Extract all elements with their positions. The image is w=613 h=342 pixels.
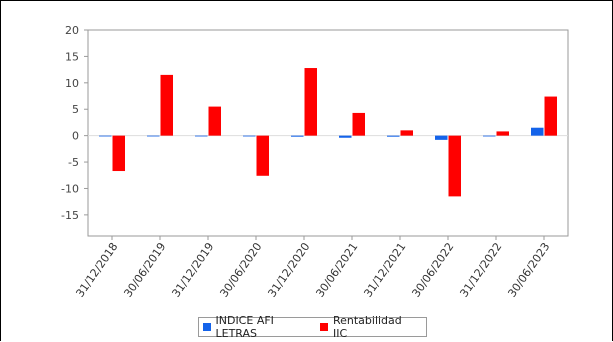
x-tick-label: 30/06/2023 [505,240,552,299]
legend-item-series-0: INDICE AFI LETRAS [203,314,312,340]
x-tick-label: 30/06/2019 [121,240,168,299]
bar-rentabilidad-5 [353,113,366,136]
legend-swatch-series-0 [203,323,211,331]
y-tick-label: 0 [72,130,79,143]
legend-label-series-0: INDICE AFI LETRAS [216,314,313,340]
x-tick-label: 30/06/2020 [217,240,264,299]
x-tick-label: 31/12/2018 [73,240,120,299]
bar-indice-5 [339,136,352,138]
x-tick-label: 31/12/2020 [265,240,312,299]
bar-indice-4 [291,136,304,137]
x-tick-label: 30/06/2021 [313,240,360,299]
plot-border [88,30,568,236]
bar-rentabilidad-8 [497,131,510,135]
y-tick-label: -10 [61,182,79,195]
y-tick-label: 5 [72,103,79,116]
legend-label-series-1: Rentabilidad IIC [333,314,414,340]
y-tick-label: 15 [65,50,79,63]
legend-swatch-series-1 [320,323,328,331]
bars [99,68,557,196]
legend-item-series-1: Rentabilidad IIC [320,314,414,340]
x-tick-label: 31/12/2021 [361,240,408,299]
bar-rentabilidad-4 [305,68,318,136]
bar-rentabilidad-1 [161,75,174,136]
bar-indice-2 [195,136,208,137]
bar-rentabilidad-2 [209,107,222,136]
x-tick-label: 31/12/2019 [169,240,216,299]
bar-rentabilidad-7 [449,136,462,197]
x-tick-label: 30/06/2022 [409,240,456,299]
y-tick-label: -5 [68,156,79,169]
legend: INDICE AFI LETRAS Rentabilidad IIC [198,317,427,337]
x-tick-label: 31/12/2022 [457,240,504,299]
bar-indice-8 [483,136,496,137]
axes [84,30,568,240]
bar-indice-1 [147,136,160,137]
bar-indice-6 [387,136,400,137]
bar-indice-9 [531,128,544,136]
bar-rentabilidad-0 [113,136,126,171]
bar-rentabilidad-3 [257,136,270,176]
bar-rentabilidad-6 [401,130,414,135]
bar-rentabilidad-9 [545,97,558,136]
y-tick-label: -15 [61,209,79,222]
y-tick-label: 20 [65,24,79,37]
bar-indice-0 [99,136,112,137]
bar-indice-7 [435,136,448,140]
y-tick-label: 10 [65,77,79,90]
bar-indice-3 [243,136,256,137]
